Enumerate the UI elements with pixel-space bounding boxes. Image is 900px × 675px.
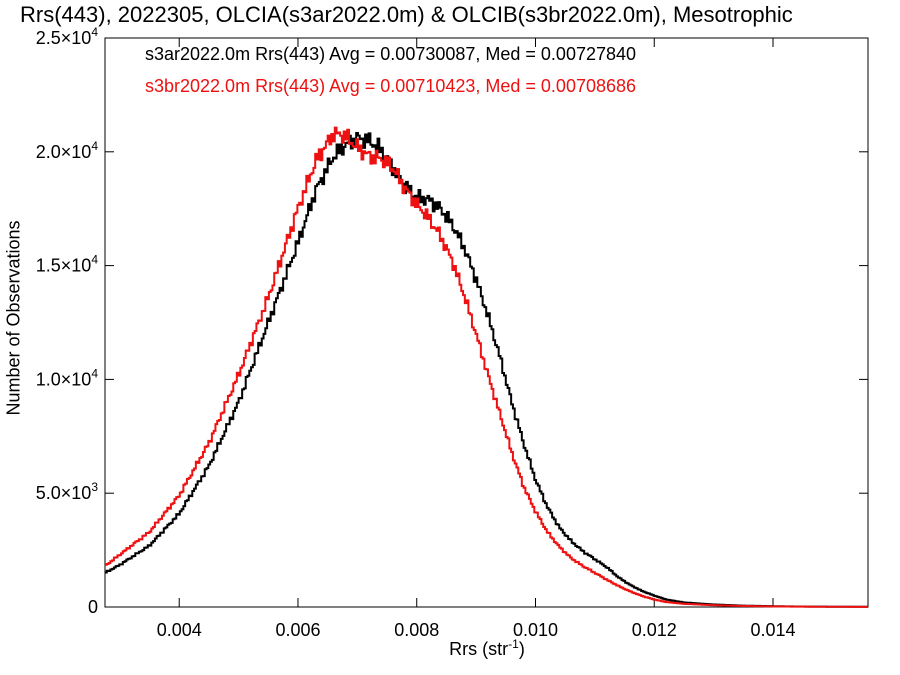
x-axis-title-end: ) (518, 639, 525, 659)
y-tick-label: 0 (88, 597, 98, 617)
legend-entry-s3a: s3ar2022.0m Rrs(443) Avg = 0.00730087, M… (145, 44, 636, 65)
legend-entry-s3b: s3br2022.0m Rrs(443) Avg = 0.00710423, M… (145, 76, 636, 97)
y-tick-label: 2.5×104 (36, 25, 99, 48)
x-tick-label: 0.012 (632, 620, 677, 640)
x-tick-label: 0.014 (750, 620, 795, 640)
y-tick-label: 5.0×103 (36, 480, 99, 503)
x-axis-title-exponent: -1 (508, 637, 519, 651)
legend-label-s3a: s3ar2022.0m Rrs(443) Avg = 0.00730087, M… (145, 44, 637, 64)
x-tick-label: 0.008 (394, 620, 439, 640)
x-tick-label: 0.010 (513, 620, 558, 640)
y-axis-title: Number of Observations (3, 220, 24, 416)
x-axis-title-main: Rrs (str (449, 639, 509, 659)
y-tick-label: 1.0×104 (36, 366, 99, 389)
legend-label-s3b: s3br2022.0m Rrs(443) Avg = 0.00710423, M… (145, 76, 637, 96)
y-tick-label: 2.0×104 (36, 139, 99, 162)
x-tick-label: 0.006 (275, 620, 320, 640)
y-tick-label: 1.5×104 (36, 253, 99, 276)
plot-frame (104, 37, 869, 608)
series-s3b-histogram (105, 126, 868, 608)
x-axis-title: Rrs (str-1) (449, 637, 525, 660)
chart-title: Rrs(443), 2022305, OLCIA(s3ar2022.0m) & … (20, 2, 793, 27)
x-tick-label: 0.004 (157, 620, 202, 640)
